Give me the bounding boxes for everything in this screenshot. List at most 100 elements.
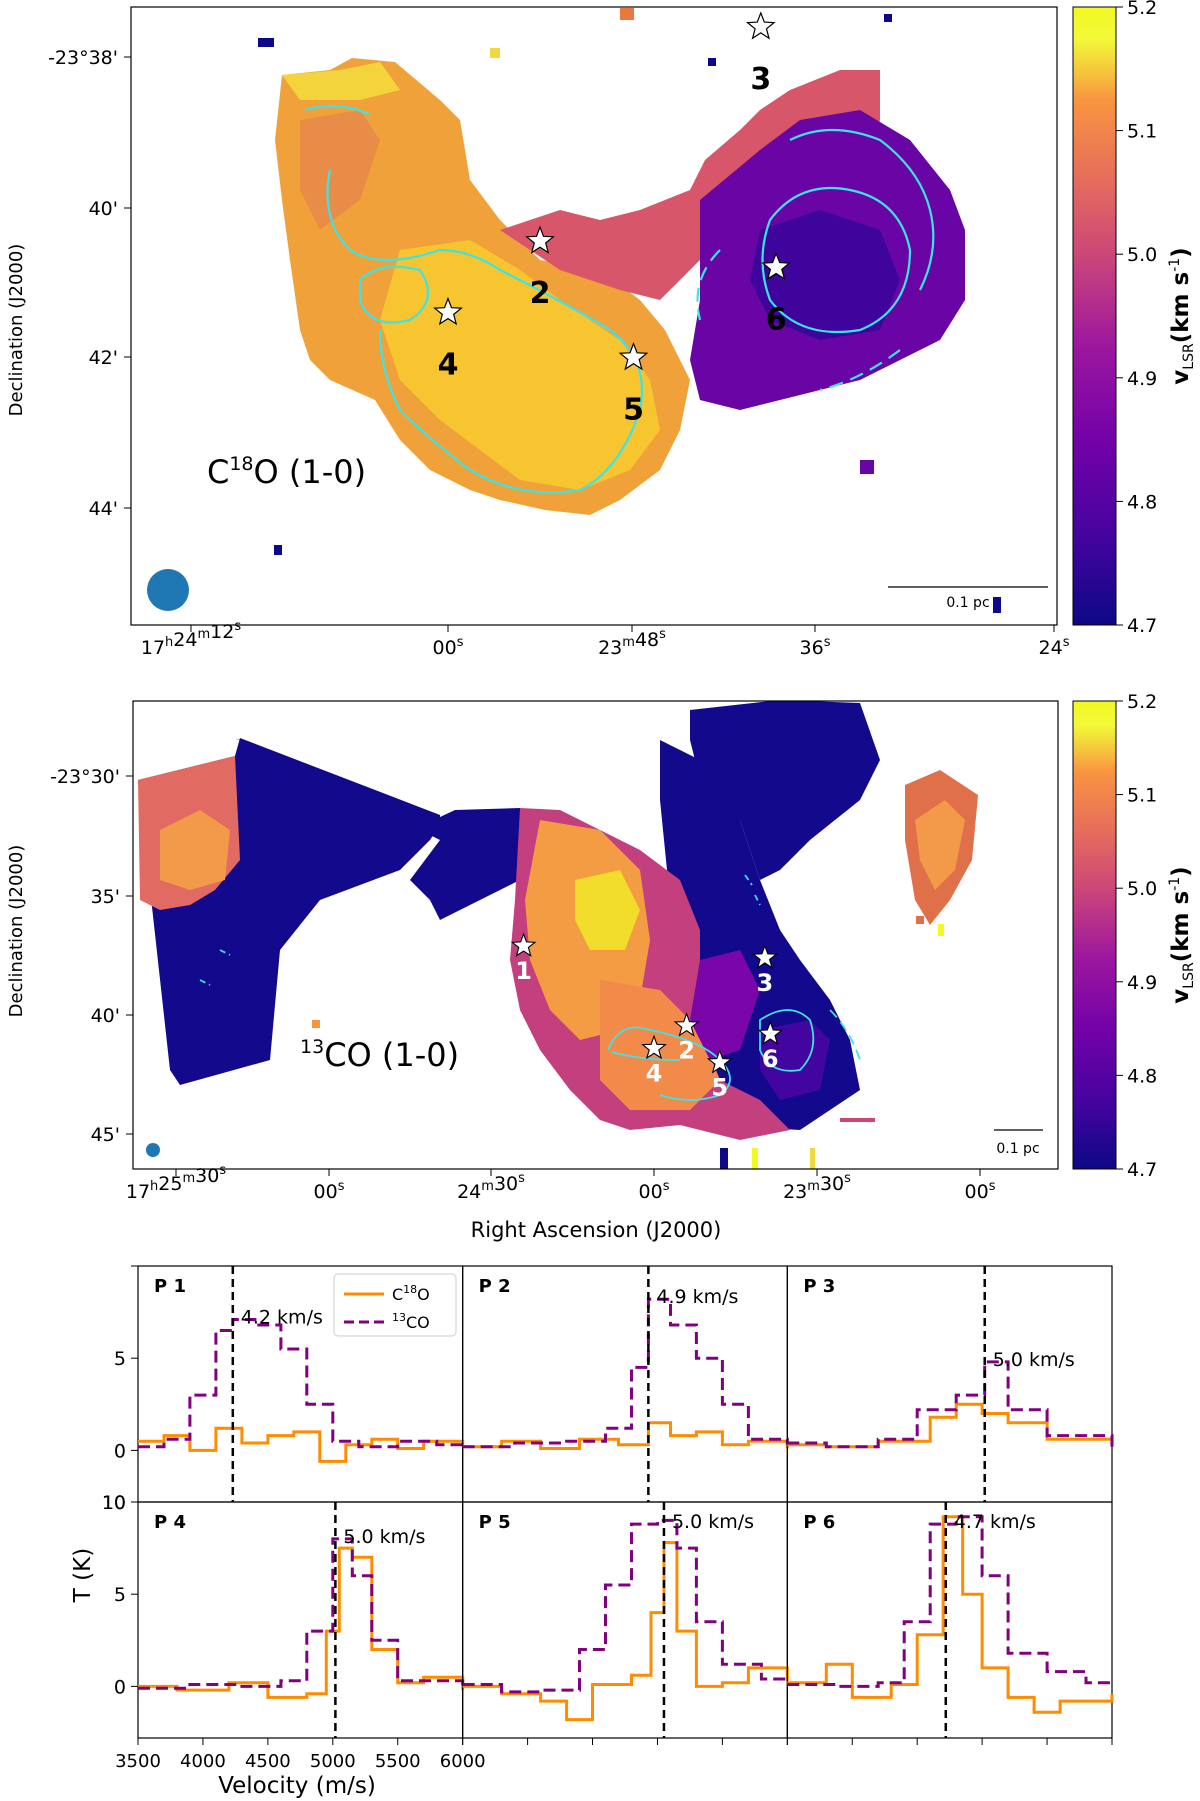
13co-colorbar: 5.2 5.1 5.0 4.9 4.8 4.7 vLSR(km s-1) (1072, 691, 1197, 1181)
y-tick-label: 5 (114, 1584, 126, 1606)
peak-velocity-annotation: 5.0 km/s (672, 1511, 754, 1533)
panel-frame (786, 1501, 1113, 1739)
legend: C18O 13CO (333, 1273, 457, 1337)
x-tick-label: 24m30s (457, 1171, 525, 1203)
x-tick-label: 00s (639, 1179, 670, 1203)
colorbar-tick-label: 5.0 (1127, 878, 1157, 900)
13co-spectrum (787, 1360, 1114, 1449)
x-tick-label: 23m48s (598, 627, 666, 659)
y-tick-label: 10 (102, 1492, 126, 1514)
13co-scalebar-label: 0.1 pc (996, 1141, 1039, 1157)
panel-frame (786, 1265, 1113, 1503)
panel-label: P 2 (479, 1276, 511, 1297)
c18o-spectrum (138, 1546, 465, 1699)
position-star-4 (641, 1034, 667, 1060)
position-label-4: 4 (646, 1059, 663, 1087)
position-label-1: 1 (515, 957, 532, 985)
position-star-3 (745, 11, 776, 40)
c18o-map-label: C18O (1-0) (207, 453, 366, 491)
panel-label: P 3 (803, 1276, 835, 1297)
y-tick-label: 35' (91, 886, 120, 908)
c18o-spectrum (462, 1421, 789, 1450)
peak-velocity-annotation: 4.7 km/s (954, 1511, 1036, 1533)
13co-map-label: 13CO (1-0) (300, 1036, 459, 1074)
panel-label: P 4 (154, 1512, 186, 1533)
x-tick-label: 36s (800, 635, 831, 659)
beam-marker (147, 569, 189, 611)
peak-velocity-annotation: 4.9 km/s (656, 1286, 738, 1308)
13co-y-axis-label: Declination (J2000) (6, 845, 27, 1018)
spectra-panels: 4.2 km/s P 1 0 5 10 C18O 13CO 4.9 km/s P 2 5.0 km… (102, 1265, 1114, 1772)
spectrum-panel-6: 4.7 km/s P 6 (786, 1501, 1114, 1745)
y-tick-label: 5 (114, 1348, 126, 1370)
x-tick-label: 23m30s (783, 1171, 851, 1203)
position-star-3 (751, 944, 778, 969)
colorbar-tick-label: 5.1 (1127, 785, 1157, 807)
colorbar-tick-label: 5.0 (1127, 244, 1157, 266)
scalebar-label: 0.1 pc (946, 595, 989, 611)
x-tick-label: 00s (314, 1179, 345, 1203)
colorbar-tick-label: 5.2 (1127, 0, 1157, 19)
position-label-2: 2 (530, 276, 551, 311)
x-tick-label: 17h24m12s (141, 619, 241, 659)
position-label-3: 3 (750, 62, 771, 97)
spectrum-panel-1: 4.2 km/s P 1 0 5 10 C18O 13CO (102, 1265, 465, 1514)
spectrum-panel-3: 5.0 km/s P 3 (786, 1265, 1114, 1503)
position-label-5: 5 (623, 393, 644, 428)
y-tick-label: 45' (91, 1124, 120, 1146)
position-star-6 (761, 251, 791, 281)
position-label-6: 6 (766, 302, 787, 337)
panel-frame (462, 1501, 788, 1739)
y-tick-label: 0 (114, 1676, 126, 1698)
position-label-2: 2 (678, 1037, 695, 1065)
spectra-x-axis-label: Velocity (m/s) (218, 1773, 376, 1799)
13co-emission (138, 701, 1043, 1169)
legend-label: C18O (392, 1283, 430, 1304)
position-star-5 (618, 342, 649, 371)
x-tick-label: 00s (965, 1179, 996, 1203)
position-label-5: 5 (711, 1074, 728, 1102)
y-tick-label: 44' (89, 498, 118, 520)
13co-spectrum (787, 1515, 1114, 1688)
x-tick-label: 5500 (375, 1751, 421, 1772)
y-tick-label: 40' (89, 198, 118, 220)
spectrum-panel-5: 5.0 km/s P 5 (462, 1501, 789, 1745)
colorbar-tick-label: 5.1 (1127, 121, 1157, 143)
y-tick-label: 42' (89, 347, 118, 369)
x-tick-label: 00s (433, 635, 464, 659)
x-tick-label: 3500 (115, 1751, 161, 1772)
x-tick-label: 4000 (180, 1751, 226, 1772)
colorbar-tick-label: 4.9 (1127, 972, 1157, 994)
c18o-emission (147, 8, 1048, 613)
legend-box (333, 1273, 457, 1337)
panel-label: P 6 (803, 1512, 835, 1533)
colorbar-tick-label: 4.7 (1127, 615, 1157, 637)
peak-velocity-annotation: 4.2 km/s (241, 1306, 323, 1328)
spectrum-panel-4: 5.0 km/s P 4 0 5 10 3500 4000 4500 5000 5500 6000 (102, 1492, 486, 1772)
beam-marker-13co (146, 1143, 160, 1157)
position-star-2 (673, 1012, 700, 1037)
13co-spectrum (462, 1297, 789, 1449)
x-tick-label: 24s (1039, 635, 1070, 659)
13co-spectrum (138, 1318, 465, 1449)
position-star-6 (757, 1020, 784, 1045)
c18o-y-axis-label: Declination (J2000) (6, 244, 27, 417)
position-label-3: 3 (756, 969, 773, 997)
position-label-6: 6 (762, 1045, 779, 1073)
position-star-1 (510, 932, 537, 957)
peak-velocity-annotation: 5.0 km/s (993, 1349, 1075, 1371)
y-tick-label: 10 (102, 1492, 126, 1514)
c18o-spectrum (787, 1515, 1114, 1714)
c18o-velocity-map: 0.1 pc -23°38' 40' 42' 44' 17h24m12s 00s 23m4… (6, 6, 1070, 659)
13co-spectrum (138, 1537, 465, 1690)
colorbar-tick-label: 4.8 (1127, 491, 1157, 513)
x-tick-label: 4500 (245, 1751, 291, 1772)
y-tick-label: -23°38' (48, 47, 118, 69)
x-tick-label: 17h25m30s (126, 1163, 226, 1203)
x-tick-label: 5000 (310, 1751, 356, 1772)
c18o-colorbar-label: vLSR(km s-1) (1167, 247, 1197, 384)
spectrum-panel-2: 4.9 km/s P 2 (462, 1265, 789, 1503)
x-tick-label: 6000 (440, 1751, 486, 1772)
c18o-spectrum (138, 1426, 465, 1463)
position-star-4 (433, 296, 463, 326)
